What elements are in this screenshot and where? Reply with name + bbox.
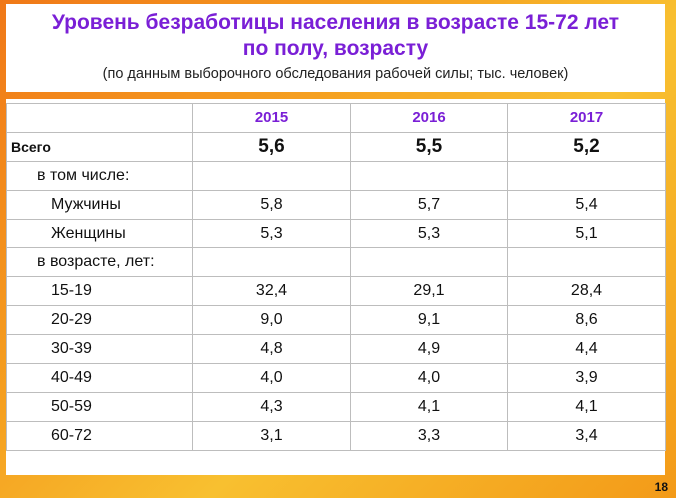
table-row: Женщины 5,3 5,3 5,1 xyxy=(6,218,666,249)
empty-cell xyxy=(507,160,666,191)
row-label: 30-39 xyxy=(6,334,193,365)
row-label: 60-72 xyxy=(6,420,193,451)
table-section-row: в возрасте, лет: xyxy=(6,247,666,278)
cell-value: 5,3 xyxy=(192,218,351,249)
cell-value: 4,0 xyxy=(350,363,508,393)
cell-value: 5,6 xyxy=(192,131,351,162)
table-row: Всего 5,6 5,5 5,2 xyxy=(6,131,666,162)
cell-value: 4,8 xyxy=(192,334,351,365)
table-row: 30-39 4,8 4,9 4,4 xyxy=(6,334,666,365)
cell-value: 8,6 xyxy=(507,305,666,336)
cell-value: 29,1 xyxy=(350,276,508,307)
year-header: 2017 xyxy=(507,103,666,133)
cell-value: 9,1 xyxy=(350,305,508,336)
empty-cell xyxy=(192,160,351,191)
cell-value: 4,0 xyxy=(192,363,351,393)
cell-value: 4,1 xyxy=(350,391,508,422)
empty-cell xyxy=(350,247,508,278)
cell-value: 28,4 xyxy=(507,276,666,307)
cell-value: 5,5 xyxy=(350,131,508,162)
table-row: 15-19 32,4 29,1 28,4 xyxy=(6,276,666,307)
year-header: 2015 xyxy=(192,103,351,133)
slide-title-line1: Уровень безработицы населения в возрасте… xyxy=(51,11,620,34)
table-header-row: 2015 2016 2017 xyxy=(6,103,666,133)
cell-value: 5,8 xyxy=(192,189,351,220)
row-label: Женщины xyxy=(6,218,193,249)
empty-cell xyxy=(507,247,666,278)
row-label: Всего xyxy=(6,131,193,162)
table-row: Мужчины 5,8 5,7 5,4 xyxy=(6,189,666,220)
table-row: 50-59 4,3 4,1 4,1 xyxy=(6,391,666,422)
unemployment-table: 2015 2016 2017 Всего 5,6 5,5 5,2 в том ч… xyxy=(6,103,666,451)
cell-value: 4,4 xyxy=(507,334,666,365)
cell-value: 3,9 xyxy=(507,363,666,393)
page-number: 18 xyxy=(654,480,668,494)
empty-cell xyxy=(350,160,508,191)
cell-value: 5,3 xyxy=(350,218,508,249)
table-row: 60-72 3,1 3,3 3,4 xyxy=(6,420,666,451)
slide-header: Уровень безработицы населения в возрасте… xyxy=(6,4,665,92)
cell-value: 5,2 xyxy=(507,131,666,162)
row-label: 40-49 xyxy=(6,363,193,393)
empty-cell xyxy=(192,247,351,278)
cell-value: 32,4 xyxy=(192,276,351,307)
section-label: в том числе: xyxy=(6,160,193,191)
cell-value: 4,3 xyxy=(192,391,351,422)
cell-value: 5,7 xyxy=(350,189,508,220)
header-empty-cell xyxy=(6,103,193,133)
cell-value: 3,4 xyxy=(507,420,666,451)
cell-value: 4,9 xyxy=(350,334,508,365)
row-label: 15-19 xyxy=(6,276,193,307)
cell-value: 5,4 xyxy=(507,189,666,220)
table-row: 40-49 4,0 4,0 3,9 xyxy=(6,363,666,393)
section-label: в возрасте, лет: xyxy=(6,247,193,278)
year-header: 2016 xyxy=(350,103,508,133)
row-label: 50-59 xyxy=(6,391,193,422)
slide-subtitle: (по данным выборочного обследования рабо… xyxy=(102,66,569,82)
table-row: 20-29 9,0 9,1 8,6 xyxy=(6,305,666,336)
table-section-row: в том числе: xyxy=(6,160,666,191)
table-panel: 2015 2016 2017 Всего 5,6 5,5 5,2 в том ч… xyxy=(6,99,666,475)
cell-value: 9,0 xyxy=(192,305,351,336)
cell-value: 4,1 xyxy=(507,391,666,422)
row-label: Мужчины xyxy=(6,189,193,220)
slide-title-line2: по полу, возрасту xyxy=(242,37,429,60)
cell-value: 5,1 xyxy=(507,218,666,249)
row-label: 20-29 xyxy=(6,305,193,336)
cell-value: 3,1 xyxy=(192,420,351,451)
cell-value: 3,3 xyxy=(350,420,508,451)
